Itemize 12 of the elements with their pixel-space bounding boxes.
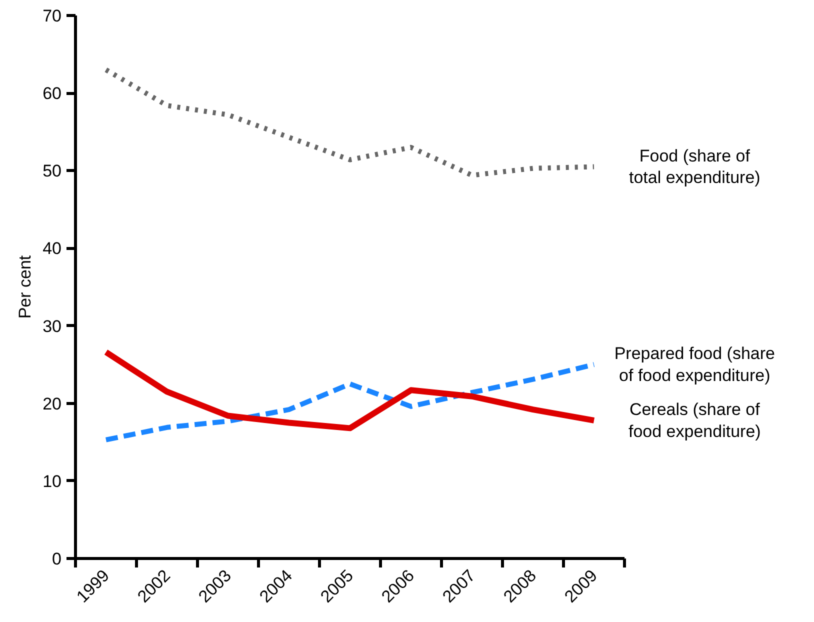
y-tick-label: 40	[42, 239, 62, 258]
y-tick-label: 60	[42, 84, 62, 104]
y-axis-title: Per cent	[16, 255, 35, 319]
series-label: Prepared food (share of food expenditure)	[614, 344, 775, 385]
y-tick-label: 10	[42, 472, 62, 491]
text: Cereals (share of food expenditure)	[628, 400, 761, 441]
y-tick-label: 0	[52, 550, 62, 568]
y-tick-label: 50	[42, 162, 62, 181]
y-tick-label: 20	[42, 394, 62, 414]
y-tick-label: 70	[42, 6, 62, 26]
text: Food (share of total expenditure)	[628, 146, 760, 188]
y-tick-label: 30	[42, 316, 62, 336]
